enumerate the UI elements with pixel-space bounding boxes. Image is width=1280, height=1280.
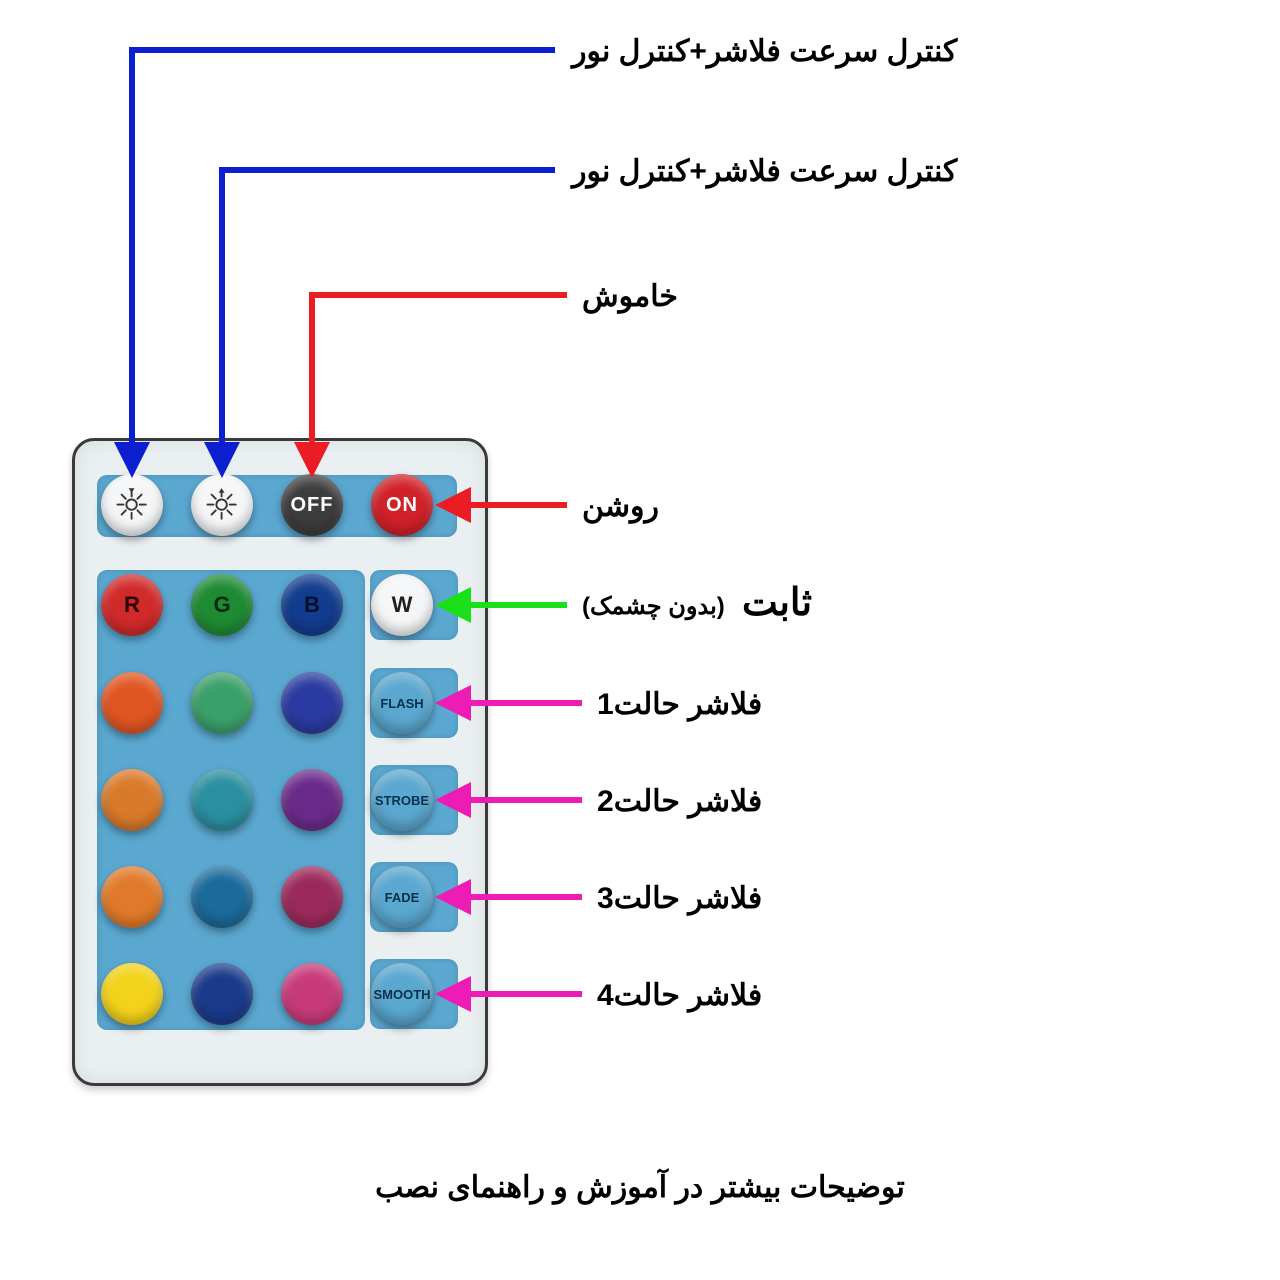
btn-off-label: OFF [291, 494, 334, 517]
btn-c51[interactable] [101, 866, 163, 928]
label-fade: فلاشر حالت3 [597, 881, 762, 916]
btn-G-label: G [213, 592, 230, 618]
btn-c61[interactable] [101, 963, 163, 1025]
btn-c33[interactable] [281, 672, 343, 734]
label-top2: کنترل سرعت فلاشر+کنترل نور [572, 154, 957, 189]
btn-smooth[interactable]: SMOOTH [371, 963, 433, 1025]
label-strobe: فلاشر حالت2 [597, 784, 762, 819]
btn-B-label: B [304, 592, 320, 618]
btn-flash[interactable]: FLASH [371, 672, 433, 734]
btn-strobe[interactable]: STROBE [371, 769, 433, 831]
btn-flash-label: FLASH [380, 696, 423, 711]
label-flash: فلاشر حالت1 [597, 687, 762, 722]
btn-c63[interactable] [281, 963, 343, 1025]
btn-c53[interactable] [281, 866, 343, 928]
btn-c52[interactable] [191, 866, 253, 928]
btn-brightness-down[interactable] [101, 474, 163, 536]
btn-c31[interactable] [101, 672, 163, 734]
btn-c62[interactable] [191, 963, 253, 1025]
btn-on[interactable]: ON [371, 474, 433, 536]
btn-c42[interactable] [191, 769, 253, 831]
btn-brightness-up[interactable] [191, 474, 253, 536]
btn-on-label: ON [386, 494, 418, 517]
btn-R-label: R [124, 592, 140, 618]
btn-c43[interactable] [281, 769, 343, 831]
footer-text: توضیحات بیشتر در آموزش و راهنمای نصب [0, 1170, 1280, 1205]
btn-c32[interactable] [191, 672, 253, 734]
btn-G[interactable]: G [191, 574, 253, 636]
btn-W-label: W [392, 592, 413, 618]
btn-R[interactable]: R [101, 574, 163, 636]
label-off: خاموش [582, 279, 678, 314]
btn-fade[interactable]: FADE [371, 866, 433, 928]
btn-B[interactable]: B [281, 574, 343, 636]
label-top1: کنترل سرعت فلاشر+کنترل نور [572, 34, 957, 69]
btn-c41[interactable] [101, 769, 163, 831]
label-w: ثابت [742, 580, 812, 625]
label-w-sub: (بدون چشمک) [582, 592, 725, 621]
brightness-up-arrow [222, 170, 555, 466]
label-smooth: فلاشر حالت4 [597, 978, 762, 1013]
label-on: روشن [582, 489, 659, 524]
btn-W[interactable]: W [371, 574, 433, 636]
btn-off[interactable]: OFF [281, 474, 343, 536]
brightness-down-arrow [132, 50, 555, 466]
btn-fade-label: FADE [385, 890, 420, 905]
btn-strobe-label: STROBE [375, 793, 429, 808]
btn-smooth-label: SMOOTH [373, 987, 430, 1002]
